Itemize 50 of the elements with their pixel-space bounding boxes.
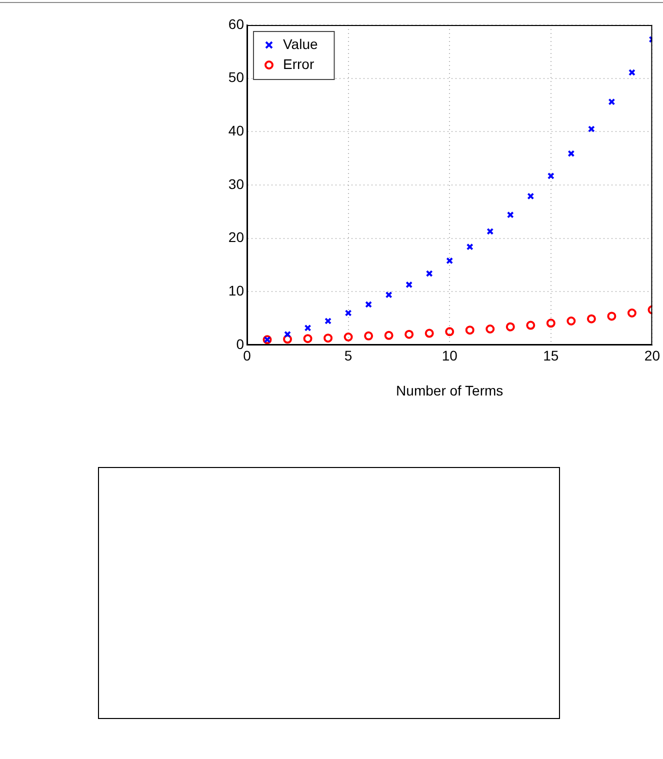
x-tick-label: 20	[644, 347, 660, 364]
point	[607, 312, 616, 321]
point	[304, 324, 312, 332]
y-tick-label: 10	[228, 282, 244, 299]
point	[324, 334, 333, 343]
point	[384, 330, 394, 340]
point	[385, 291, 392, 298]
point	[588, 126, 595, 132]
point	[446, 257, 454, 264]
point	[404, 330, 414, 339]
point	[426, 270, 433, 278]
point	[445, 327, 454, 336]
point	[406, 281, 413, 288]
point	[486, 228, 494, 235]
point	[506, 322, 515, 332]
x-tick-label: 10	[442, 347, 458, 364]
y-tick-label: 50	[228, 69, 244, 86]
point	[546, 318, 556, 328]
point	[465, 326, 474, 335]
y-tick-label: 0	[236, 336, 244, 352]
x-axis-title: Number of Terms	[396, 382, 504, 398]
point	[506, 211, 514, 218]
point	[284, 330, 291, 338]
point	[344, 332, 353, 342]
point	[486, 324, 495, 334]
legend-label: Value	[283, 36, 318, 52]
y-tick-label: 20	[228, 229, 244, 246]
point	[608, 98, 616, 106]
point	[344, 310, 352, 316]
point	[527, 192, 534, 200]
y-tick-label: 60	[228, 16, 244, 32]
point	[364, 331, 374, 340]
point	[424, 328, 434, 338]
y-tick-label: 40	[228, 122, 244, 139]
point	[568, 150, 575, 158]
point	[628, 68, 636, 76]
legend-label: Error	[283, 56, 314, 72]
point	[466, 243, 474, 250]
x-tick-label: 15	[543, 347, 559, 364]
point	[365, 300, 372, 308]
point	[586, 314, 596, 324]
point	[566, 316, 576, 326]
point	[303, 334, 312, 344]
x-tick-label: 5	[344, 347, 352, 364]
point	[324, 318, 332, 324]
point	[283, 334, 292, 344]
point	[547, 172, 554, 180]
y-tick-label: 30	[228, 176, 244, 192]
point	[627, 308, 636, 318]
point	[526, 320, 536, 330]
